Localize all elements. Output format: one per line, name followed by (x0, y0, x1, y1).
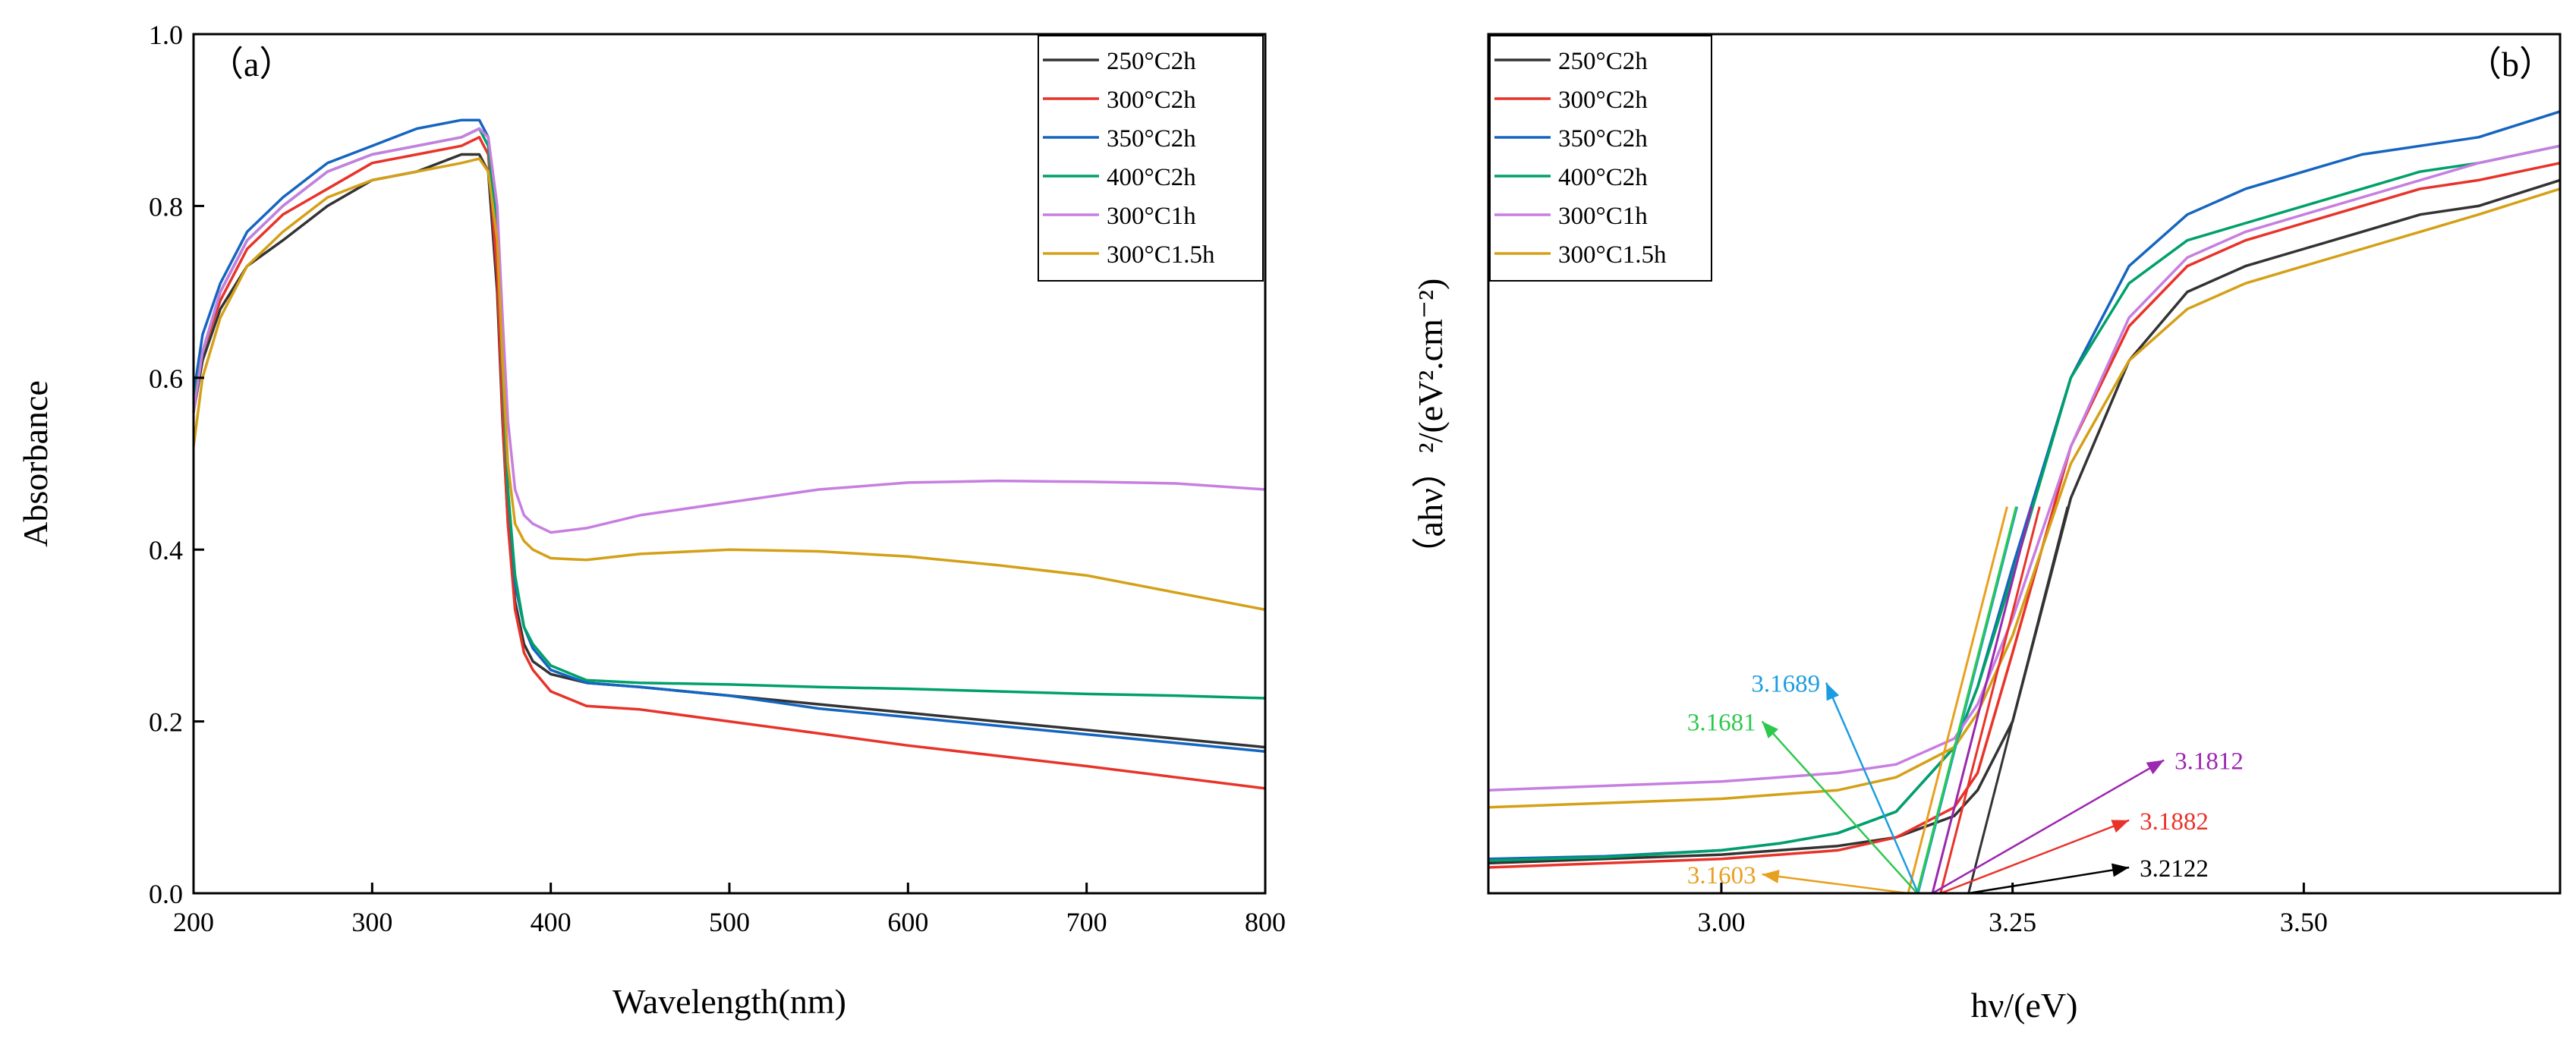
panel-b-y-axis-label: （ahν）²/(eV².cm⁻²) (1411, 279, 1450, 572)
panel-b-annotation-arrowhead-5 (1762, 721, 1779, 738)
panel-a-y-tick-label-2: 0.2 (149, 707, 183, 738)
panel-a-series-line-2 (192, 136, 1266, 790)
panel-b-annotation-arrowhead-6 (1762, 869, 1780, 883)
panel-b-annotation-arrowhead-4 (1826, 682, 1840, 701)
panel-a-x-tick-label-3: 400 (531, 907, 572, 937)
panel-b-tangent-line-2 (1939, 506, 2041, 894)
panel-b-x-tick-label-1: 3.00 (1697, 907, 1745, 937)
panel-b-annotation-arrow-3 (1932, 759, 2165, 895)
panel-a: 200 300 400 500 600 700 8000.00.20.40.60.81.0 … (16, 20, 1286, 1021)
panel-b-annotation-arrow-5 (1761, 720, 1918, 894)
panel-a-x-axis-label: Wavelength(nm) (613, 982, 846, 1021)
panel-b-tangent-line-3 (1931, 506, 2033, 894)
panel-a-legend-label-5: 300°C1h (1107, 203, 1196, 230)
panel-b-legend-label-3: 350°C2h (1558, 125, 1648, 153)
panel-a-y-tick-label-1: 0.0 (149, 879, 183, 909)
panel-b-annotation-arrow-1 (1968, 866, 2130, 895)
panel-a-legend-label-4: 400°C2h (1107, 164, 1196, 191)
panel-b-tangent-line-6 (1907, 506, 2008, 894)
panel-b-x-axis-label: hν/(eV) (1971, 986, 2078, 1025)
panel-b-legend-label-1: 250°C2h (1558, 48, 1648, 75)
panel-b-label: （b） (2467, 45, 2554, 83)
panel-b-annotation-arrow-6 (1762, 873, 1909, 895)
panel-a-legend-label-6: 300°C1.5h (1107, 241, 1215, 269)
panel-a-y-axis-label: Absorbance (16, 380, 55, 547)
panel-b-legend-label-5: 300°C1h (1558, 203, 1648, 230)
panel-b-tangent-line-5 (1916, 506, 2017, 894)
panel-b-x-tick-label-3: 3.50 (2280, 907, 2328, 937)
panel-a-label: （a） (209, 45, 294, 83)
panel-b-annotation-arrow-2 (1940, 819, 2130, 895)
panel-b-series-line-5 (1488, 144, 2561, 792)
panel-a-legend-label-3: 350°C2h (1107, 125, 1196, 153)
panel-b-annotation-label-1: 3.2122 (2140, 855, 2209, 883)
panel-b-legend-label-4: 400°C2h (1558, 164, 1648, 191)
panel-a-y-tick-label-5: 0.8 (149, 191, 183, 222)
panel-b-annotation-label-5: 3.1681 (1687, 710, 1756, 737)
panel-a-x-tick-label-1: 200 (173, 907, 214, 937)
panel-b-annotation-arrowhead-2 (2111, 820, 2130, 833)
panel-b-annotation-label-3: 3.1812 (2174, 748, 2244, 776)
panel-b-tangent-lines (1907, 506, 2069, 894)
panel-b-annotation-arrowhead-3 (2146, 760, 2165, 775)
panel-b-legend: 250°C2h 300°C2h 350°C2h 400°C2h 300°C1h 300°C… (1489, 35, 1712, 282)
panel-a-x-tick-label-5: 600 (887, 907, 928, 937)
panel-b-annotation-label-4: 3.1689 (1751, 671, 1820, 698)
panel-b-legend-label-6: 300°C1.5h (1558, 241, 1667, 269)
panel-b-series-line-6 (1488, 187, 2561, 809)
panel-a-legend-label-1: 250°C2h (1107, 48, 1196, 75)
panel-a-x-tick-label-2: 300 (351, 907, 392, 937)
panel-a-x-tick-label-4: 500 (709, 907, 750, 937)
panel-b-ticks: 3.00 3.25 3.50 (1697, 883, 2328, 937)
panel-a-series-line-5 (192, 127, 1266, 534)
panel-a-y-tick-label-4: 0.6 (149, 364, 183, 394)
panel-a-series-line-6 (192, 157, 1266, 612)
panel-a-x-tick-label-7: 800 (1245, 907, 1286, 937)
panel-b-annotation-arrowhead-1 (2111, 863, 2130, 877)
panel-b-tangent-line-1 (1967, 506, 2069, 894)
panel-a-series-layer (192, 118, 1266, 790)
panel-b-series-line-4 (1488, 144, 2561, 862)
panel-b-annotation-arrow-4 (1825, 682, 1919, 894)
panel-a-legend-label-2: 300°C2h (1107, 87, 1196, 114)
panel-b-frame (1487, 33, 2562, 895)
panel-a-y-tick-label-6: 1.0 (149, 20, 183, 50)
panel-b-annotation-label-2: 3.1882 (2140, 808, 2209, 836)
panel-a-y-tick-label-3: 0.4 (149, 535, 183, 565)
panel-a-legend: 250°C2h 300°C2h 350°C2h 400°C2h 300°C1h 300°C… (1038, 35, 1264, 282)
panel-b-x-tick-label-2: 3.25 (1989, 907, 2036, 937)
panel-b-legend-label-2: 300°C2h (1558, 87, 1648, 114)
panel-b-series-line-1 (1488, 178, 2561, 865)
panel-a-ticks: 200 300 400 500 600 700 800 0.0 0.2 0.4 0.6 0.8 1.0 (149, 20, 1286, 937)
panel-a-x-tick-label-6: 700 (1066, 907, 1107, 937)
panel-a-legend-box (1038, 35, 1264, 282)
panel-b-legend-box (1489, 35, 1712, 282)
